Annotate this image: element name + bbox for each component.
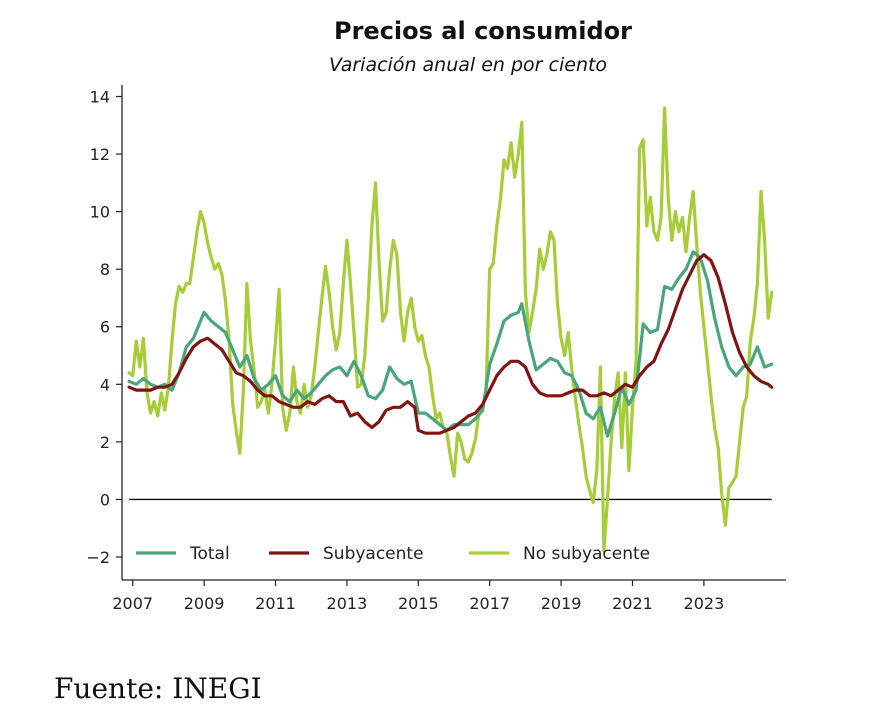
- x-tick-label: 2021: [612, 594, 653, 613]
- legend-label-subyacente: Subyacente: [323, 544, 424, 564]
- source-note: Fuente: INEGI: [54, 672, 262, 705]
- series-line-subyacente: [127, 253, 774, 435]
- y-tick-label: 6: [100, 318, 110, 337]
- chart-title: Precios al consumidor: [334, 17, 632, 45]
- legend-label-total: Total: [189, 544, 230, 564]
- axes: −2 0 2 4 6 8 10 12 14 2007 2009 2011 2013 2015 2017 201…: [86, 85, 786, 613]
- y-tick-label: 4: [100, 375, 110, 394]
- series-lines: [127, 106, 774, 553]
- x-tick-label: 2015: [398, 594, 439, 613]
- legend: Total Subyacente No subyacente: [136, 544, 650, 564]
- series-line-no-subyacente: [127, 106, 774, 553]
- x-tick-label: 2011: [255, 594, 296, 613]
- y-tick-label: 10: [90, 203, 110, 222]
- x-tick-label: 2017: [469, 594, 510, 613]
- chart-svg: Precios al consumidor Variación anual en…: [86, 17, 786, 613]
- legend-label-no-subyacente: No subyacente: [523, 544, 650, 564]
- chart-subtitle: Variación anual en por ciento: [329, 54, 607, 76]
- y-tick-label: 0: [100, 490, 110, 509]
- x-tick-label: 2019: [541, 594, 582, 613]
- series-line-total: [127, 250, 774, 438]
- x-tick-label: 2023: [684, 594, 725, 613]
- x-tick-label: 2013: [327, 594, 368, 613]
- y-tick-label: 12: [90, 145, 110, 164]
- y-tick-label: −2: [86, 548, 110, 567]
- y-tick-label: 14: [90, 88, 110, 107]
- x-tick-label: 2009: [184, 594, 225, 613]
- y-tick-label: 8: [100, 260, 110, 279]
- y-tick-label: 2: [100, 433, 110, 452]
- x-tick-label: 2007: [112, 594, 153, 613]
